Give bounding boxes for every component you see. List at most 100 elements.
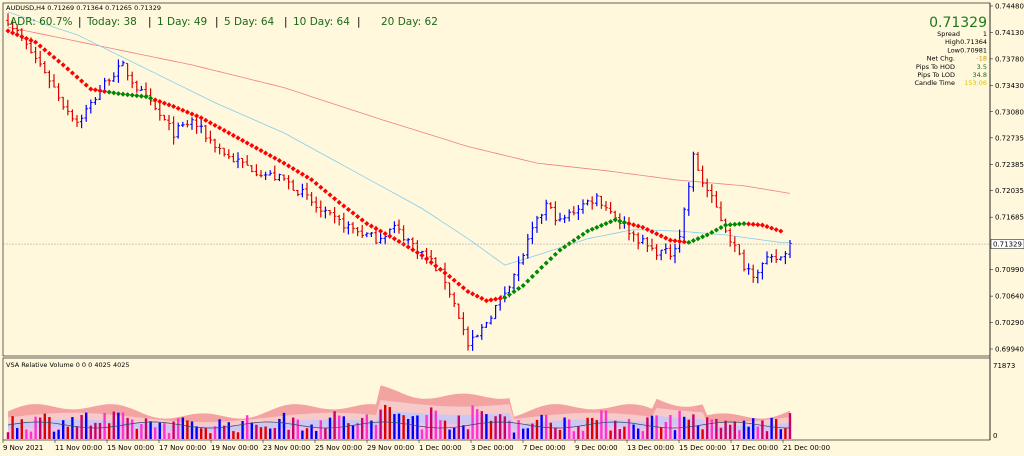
volume-bar [397,413,401,439]
volume-bar [29,431,33,439]
fast-ma-dot [194,113,200,119]
volume-bar [39,417,42,439]
price-bar [378,233,383,244]
volume-bar [416,415,419,439]
fast-ma-dot [474,293,480,299]
volume-bar [250,422,253,439]
fast-ma-dot [125,92,131,98]
price-bar [346,221,351,235]
price-bar [296,189,300,197]
price-bar [383,236,387,245]
price-bar [714,191,719,208]
volume-bar [623,426,626,439]
volume-bar [135,428,138,439]
volume-bar [443,420,447,439]
price-bar [737,243,742,256]
price-bar [369,231,374,238]
price-bar [645,237,650,253]
volume-bar [480,411,483,439]
volume-bar [347,423,350,439]
volume-bar [126,417,129,439]
fast-ma-dot [180,107,186,113]
adr-20day: 20 Day: 62 [381,16,438,28]
fast-ma-dot [240,137,246,144]
fast-ma-dot [626,221,632,227]
price-bar [489,315,493,325]
price-bar [273,165,277,181]
svg-text:|: | [148,16,152,28]
price-bar [213,138,217,153]
price-bar [654,244,659,260]
price-bar [673,243,677,264]
fast-ma-dot [594,224,600,230]
volume-bar [761,420,764,439]
volume-bar [701,429,704,439]
price-bar [217,143,222,155]
volume-bar [269,428,272,439]
fast-ma-dot [189,111,195,117]
fast-ma-dot [184,109,190,115]
volume-bar [563,417,566,439]
fast-ma-dot [102,88,108,94]
volume-bar [393,414,396,439]
fast-ma-dot [221,127,227,133]
price-bar [544,199,548,221]
volume-bar [282,412,286,439]
volume-bar [190,421,194,439]
price-pane-frame [2,2,991,357]
time-tick-label: 23 Nov 00:00 [263,444,310,452]
fast-ma-dot [10,30,16,36]
fast-ma-dot [69,70,75,76]
fast-ma-dot [479,295,485,301]
info-label: Net Chg. [927,55,955,63]
price-tick-label: 0.70640 [995,293,1024,301]
price-bar [599,195,604,209]
volume-bar [292,417,295,439]
price-bar [774,249,778,263]
fast-ma-dot [773,227,779,233]
fast-ma-dot [654,231,660,237]
price-bar [728,228,732,247]
fast-ma-dot [631,222,637,228]
slow-ma-line [7,26,791,194]
fast-ma-dot [695,236,701,242]
price-bar [746,263,751,275]
fast-ma-dot [677,238,683,244]
volume-bar [112,411,115,439]
volume-bar [305,428,309,439]
volume-bar [227,422,230,439]
fast-ma-dot [644,226,650,233]
fast-ma-dot [470,291,476,297]
fast-ma-dot [516,286,522,292]
time-tick-label: 19 Nov 00:00 [211,444,258,452]
info-label: Pips To LOD [917,71,955,79]
price-tick-label: 0.74480 [995,3,1024,11]
volume-bar [356,422,359,439]
price-bar [259,170,263,178]
volume-bar [407,418,410,439]
price-bar [227,149,231,159]
price-bar [549,202,553,209]
price-bar [493,304,498,320]
price-bar [567,209,571,222]
fast-ma-dot [350,210,356,216]
fast-ma-dot [364,221,370,227]
fast-ma-dot [332,196,338,202]
volume-bar [609,430,612,439]
volume-bar [770,417,773,439]
volume-bar [614,420,617,439]
moving-average-lines [7,11,791,266]
volume-bar [43,413,46,439]
price-bar [52,74,56,88]
price-bar [585,199,590,206]
volume-bar [71,417,74,439]
volume-bar [733,421,736,439]
price-bar [282,174,286,181]
fast-ma-dot [755,222,761,228]
volume-bar [719,427,723,439]
fast-ma-dot [106,89,112,95]
volume-bar [98,422,102,439]
fast-ma-dot [497,295,503,301]
price-bar [231,153,236,163]
